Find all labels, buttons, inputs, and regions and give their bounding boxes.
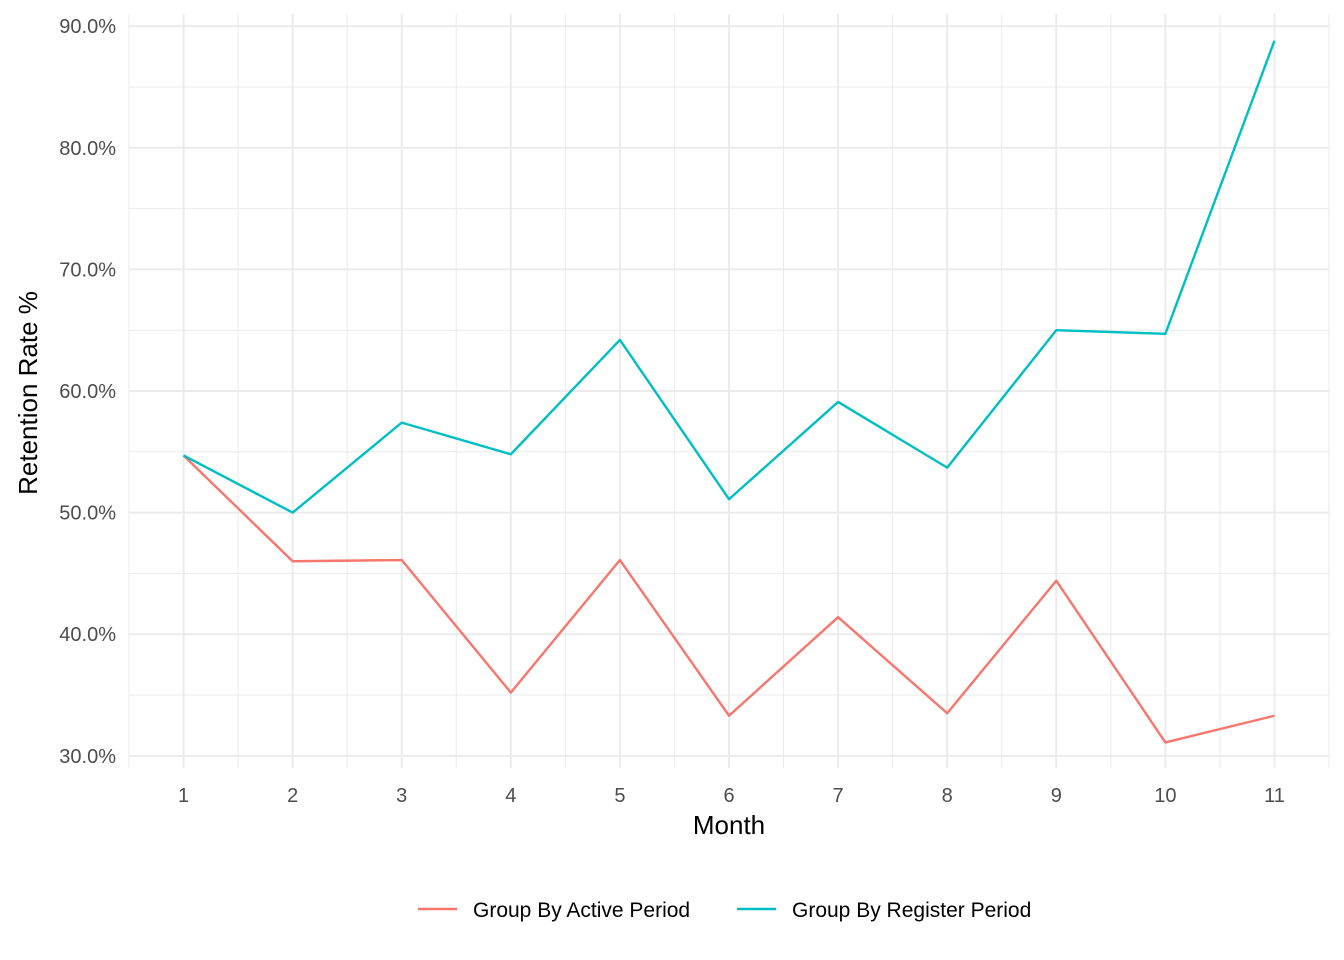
series-line	[182, 454, 1275, 744]
x-tick-label: 8	[942, 785, 953, 807]
series-2	[182, 40, 1276, 514]
y-tick-label: 50.0%	[59, 503, 116, 525]
y-tick-label: 30.0%	[59, 746, 116, 768]
series-line	[182, 40, 1276, 514]
y-tick-label: 60.0%	[59, 381, 116, 403]
x-tick-label: 4	[505, 785, 516, 807]
x-tick-label: 7	[833, 785, 844, 807]
x-tick-label: 6	[723, 785, 734, 807]
y-tick-label: 90.0%	[59, 16, 116, 38]
y-tick-label: 80.0%	[59, 138, 116, 160]
series-lines	[182, 40, 1276, 744]
x-tick-label: 2	[287, 785, 298, 807]
legend-item: Group By Active Period	[418, 899, 690, 922]
legend-label: Group By Register Period	[792, 899, 1031, 922]
x-axis-ticks: 1 2 3 4 5 6 7 8 9 10 11	[178, 785, 1285, 807]
y-tick-label: 40.0%	[59, 624, 116, 646]
legend-label: Group By Active Period	[473, 899, 690, 922]
x-tick-label: 10	[1154, 785, 1176, 807]
series-1	[182, 454, 1275, 744]
x-axis-title: Month	[693, 810, 765, 840]
x-tick-label: 3	[396, 785, 407, 807]
y-tick-label: 70.0%	[59, 259, 116, 281]
y-axis-ticks: 30.0% 40.0% 50.0% 60.0% 70.0% 80.0% 90.0%	[59, 16, 116, 768]
legend: Group By Active Period Group By Register …	[418, 899, 1031, 922]
x-tick-label: 9	[1051, 785, 1062, 807]
legend-item: Group By Register Period	[737, 899, 1031, 922]
y-axis-title: Retention Rate %	[13, 291, 43, 495]
x-tick-label: 1	[178, 785, 189, 807]
grid	[128, 14, 1330, 768]
x-tick-label: 5	[614, 785, 625, 807]
x-tick-label: 11	[1264, 785, 1285, 807]
